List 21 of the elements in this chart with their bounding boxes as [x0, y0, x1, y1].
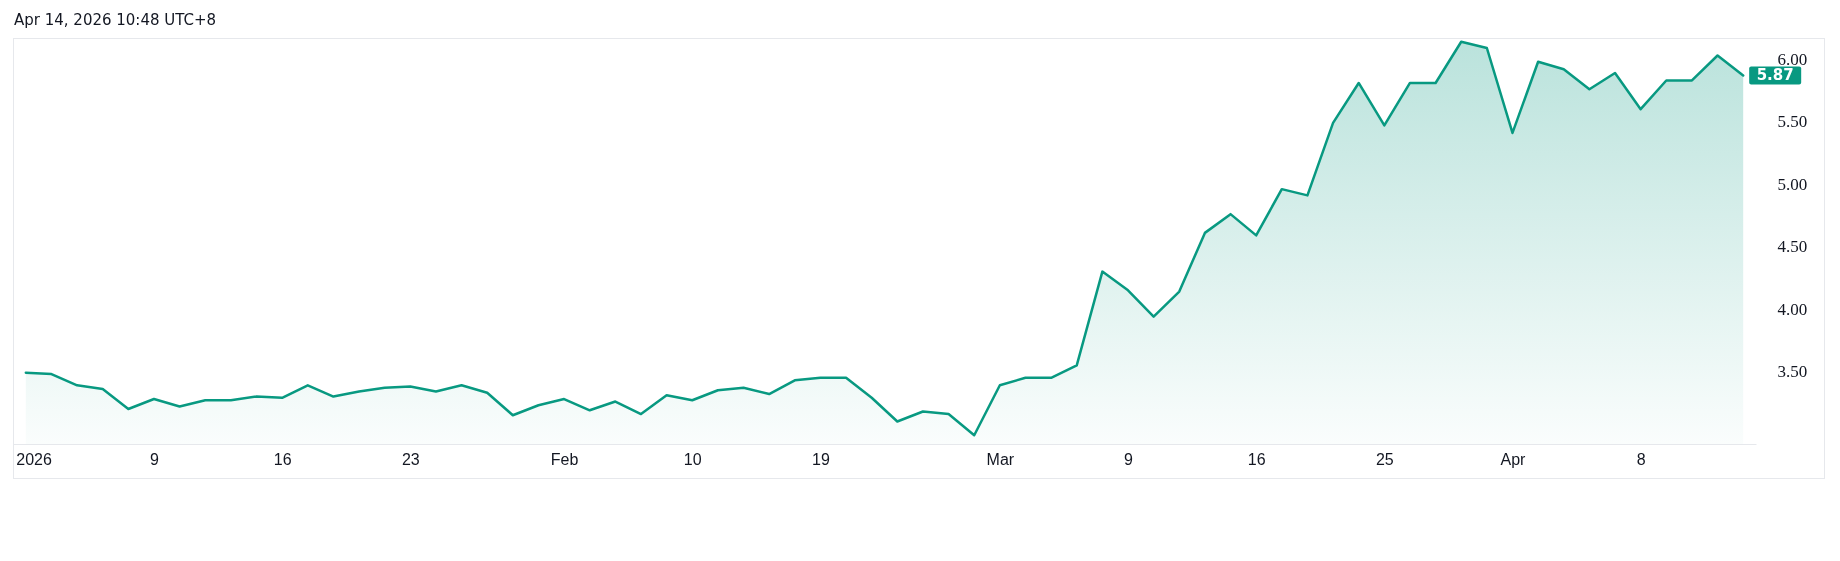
y-tick-label: 3.50 [1777, 362, 1808, 382]
y-tick-label: 5.50 [1777, 112, 1808, 132]
x-tick-label: 23 [401, 450, 420, 468]
x-tick-label: 10 [683, 450, 702, 468]
data-label: 5.87 [1756, 66, 1794, 85]
x-tick-label: 25 [1375, 450, 1394, 468]
y-tick-label: 6.00 [1777, 49, 1808, 69]
y-tick-label: 4.50 [1777, 237, 1808, 257]
y-tick-label: 5.00 [1777, 174, 1808, 194]
x-tick-label: Apr [1500, 450, 1527, 468]
x-tick-label: 19 [812, 450, 830, 468]
x-tick-label: 16 [273, 450, 292, 468]
x-tick-label: 8 [1636, 450, 1646, 468]
text: Apr 14, 2026 10:48 UTC+8 [14, 11, 217, 29]
x-tick-label: Mar [986, 450, 1015, 468]
x-tick-label: 16 [1247, 450, 1266, 468]
x-tick-label: 2026 [16, 450, 53, 468]
y-tick-label: 4.00 [1777, 299, 1808, 319]
x-tick-label: Feb [550, 450, 579, 468]
x-tick-label: 9 [150, 450, 160, 468]
x-tick-label: 9 [1124, 450, 1134, 468]
